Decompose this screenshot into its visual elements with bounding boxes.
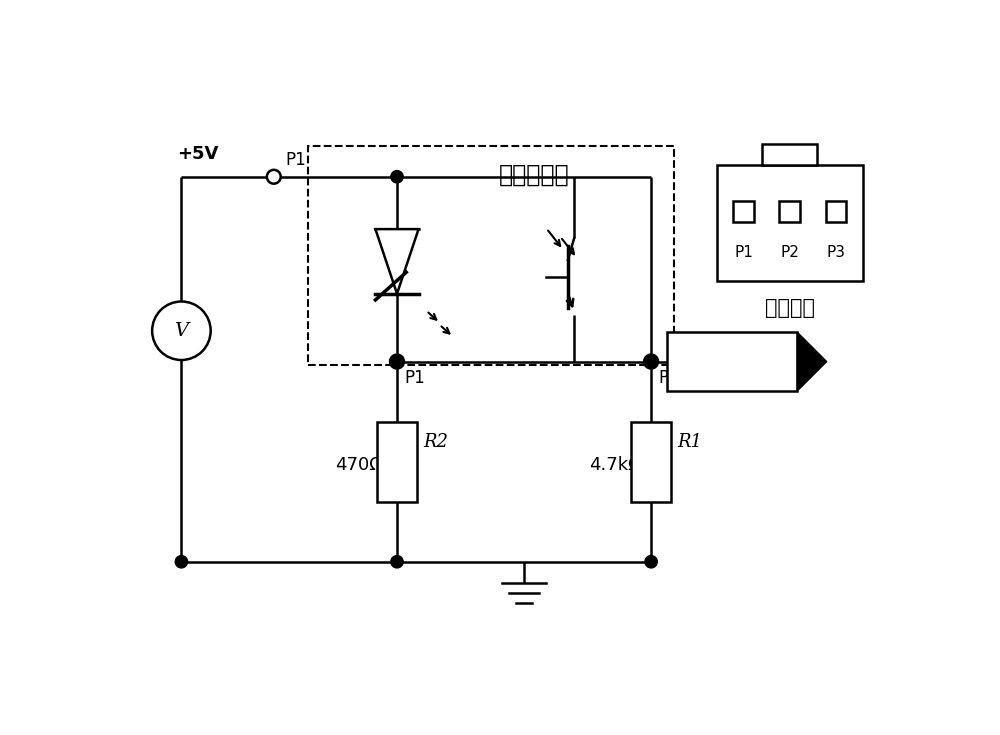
Circle shape — [645, 356, 657, 368]
Bar — [631, 422, 671, 502]
Polygon shape — [375, 229, 419, 294]
Text: 470Ω: 470Ω — [335, 456, 383, 475]
Circle shape — [644, 354, 658, 368]
Text: 液度传感器: 液度传感器 — [498, 163, 569, 187]
Circle shape — [390, 354, 404, 368]
Text: P1: P1 — [734, 245, 753, 259]
Bar — [779, 201, 800, 222]
Bar — [377, 422, 417, 502]
Text: P1: P1 — [405, 369, 425, 387]
Text: P3: P3 — [826, 245, 845, 259]
Text: 引脚排列: 引脚排列 — [765, 298, 815, 318]
Bar — [762, 143, 817, 165]
Text: R1: R1 — [677, 434, 702, 451]
Circle shape — [391, 356, 403, 368]
Text: P1: P1 — [285, 151, 306, 169]
Circle shape — [152, 301, 211, 360]
Text: 4.7kΩ: 4.7kΩ — [589, 456, 641, 475]
Circle shape — [175, 556, 188, 568]
Text: P2: P2 — [780, 245, 799, 259]
Circle shape — [267, 170, 281, 184]
Bar — [717, 165, 863, 281]
Polygon shape — [797, 332, 827, 391]
Bar — [826, 201, 846, 222]
Circle shape — [645, 556, 657, 568]
Text: 液度信号: 液度信号 — [710, 353, 753, 370]
Circle shape — [391, 556, 403, 568]
Text: V: V — [174, 322, 188, 340]
Text: R2: R2 — [423, 434, 448, 451]
Bar — [733, 201, 754, 222]
Circle shape — [391, 171, 403, 183]
Text: +5V: +5V — [178, 145, 219, 163]
Bar — [308, 146, 674, 365]
Text: P2: P2 — [659, 369, 680, 387]
Bar — [666, 332, 797, 391]
